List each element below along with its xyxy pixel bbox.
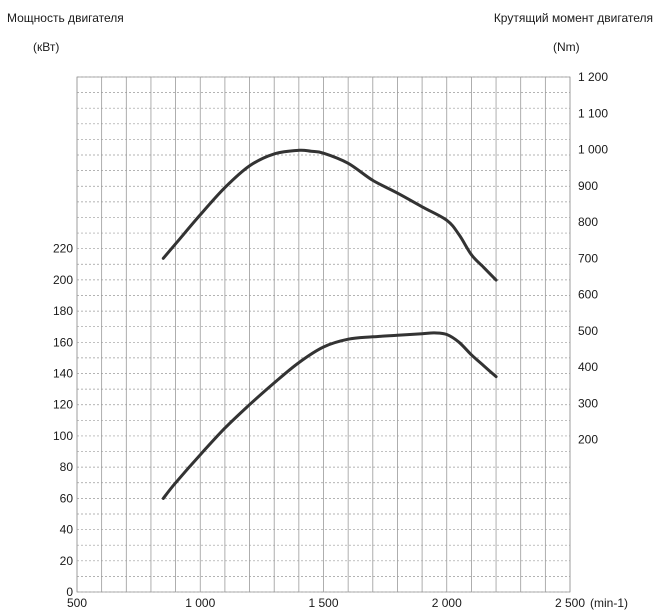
left-tick-label: 220	[53, 242, 73, 256]
right-tick-label: 1 100	[578, 106, 608, 120]
x-tick-label: 2 000	[432, 596, 462, 610]
right-tick-label: 600	[578, 288, 598, 302]
left-tick-label: 0	[66, 585, 73, 599]
right-tick-label: 900	[578, 179, 598, 193]
left-tick-label: 140	[53, 367, 73, 381]
x-axis-unit: (min-1)	[590, 596, 628, 610]
plot-series	[161, 148, 498, 500]
plot-grid	[76, 76, 571, 593]
right-tick-label: 700	[578, 251, 598, 265]
x-tick-label: 2 500	[555, 596, 585, 610]
right-tick-label: 200	[578, 433, 598, 447]
right-tick-label: 400	[578, 360, 598, 374]
power-curve	[161, 331, 498, 500]
left-tick-label: 200	[53, 273, 73, 287]
right-axis-title: Крутящий момент двигателя	[493, 11, 653, 25]
plot-ticks: 500 1 000 1 500 2 000 2 500 (min-1) 0 20 40 60 80 1…	[53, 70, 628, 610]
left-tick-label: 180	[53, 304, 73, 318]
x-tick-label: 1 000	[185, 596, 215, 610]
left-axis-unit: (кВт)	[33, 40, 60, 54]
torque-curve	[161, 148, 498, 282]
left-tick-label: 80	[60, 460, 74, 474]
right-tick-label: 500	[578, 324, 598, 338]
x-tick-label: 1 500	[308, 596, 338, 610]
left-tick-label: 120	[53, 398, 73, 412]
left-tick-label: 100	[53, 429, 73, 443]
right-axis-unit: (Nm)	[553, 40, 580, 54]
left-tick-label: 40	[60, 523, 74, 537]
x-tick-label: 500	[67, 596, 87, 610]
right-tick-label: 800	[578, 215, 598, 229]
left-tick-label: 20	[60, 554, 74, 568]
left-axis-title: Мощность двигателя	[7, 11, 124, 25]
left-tick-label: 60	[60, 491, 74, 505]
left-tick-label: 160	[53, 335, 73, 349]
plot-frame	[76, 76, 571, 593]
right-tick-label: 1 200	[578, 70, 608, 84]
right-tick-label: 1 000	[578, 143, 608, 157]
right-tick-label: 300	[578, 396, 598, 410]
